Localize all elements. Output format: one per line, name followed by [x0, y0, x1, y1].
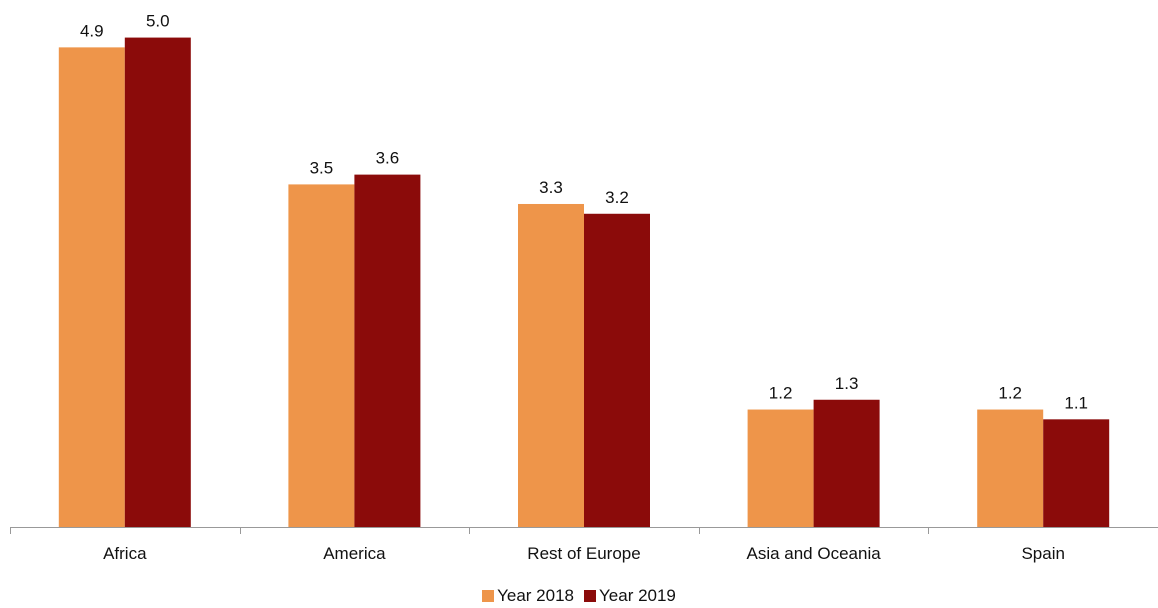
- category-labels-group: Africa America Rest of Europe Asia and Ocea…: [103, 544, 1065, 563]
- category-label: Spain: [1021, 544, 1064, 563]
- legend-label-2019: Year 2019: [599, 586, 676, 605]
- value-label: 5.0: [146, 12, 170, 31]
- category-label: Africa: [103, 544, 147, 563]
- legend-swatch-2018: [482, 590, 495, 602]
- legend: Year 2018 Year 2019: [0, 584, 1158, 608]
- bar-year-2019-asia-and-oceania: [813, 399, 880, 527]
- legend-label-2018: Year 2018: [497, 586, 574, 605]
- bar-year-2019-africa: [124, 37, 191, 527]
- x-axis-ticks: [10, 527, 929, 534]
- bar-year-2018-america: [288, 184, 355, 527]
- value-label: 4.9: [80, 21, 104, 40]
- category-label: Asia and Oceania: [746, 544, 881, 563]
- value-label: 3.3: [539, 178, 563, 197]
- value-label: 1.2: [769, 384, 793, 403]
- value-label: 1.1: [1064, 393, 1088, 412]
- bar-year-2019-spain: [1043, 419, 1110, 527]
- value-label: 1.2: [998, 384, 1022, 403]
- legend-item-2018: Year 2018: [482, 586, 574, 606]
- value-label: 3.2: [605, 188, 629, 207]
- value-label: 1.3: [835, 374, 859, 393]
- value-label: 3.5: [310, 158, 334, 177]
- value-labels-group: 4.9 5.0 3.5 3.6 3.3 3.2 1.2 1.3 1.2 1.1: [80, 12, 1088, 413]
- category-label: Rest of Europe: [527, 544, 640, 563]
- bar-year-2019-america: [354, 174, 421, 527]
- bar-year-2018-rest-of-europe: [518, 203, 584, 527]
- legend-item-2019: Year 2019: [584, 586, 676, 606]
- bar-year-2018-asia-and-oceania: [747, 409, 814, 527]
- bar-year-2018-spain: [977, 409, 1044, 527]
- value-label: 3.6: [376, 149, 400, 168]
- bar-year-2018-africa: [58, 47, 125, 527]
- category-label: America: [323, 544, 386, 563]
- bar-year-2019-rest-of-europe: [584, 213, 650, 527]
- legend-swatch-2019: [584, 590, 596, 602]
- bars-group: [58, 37, 1110, 527]
